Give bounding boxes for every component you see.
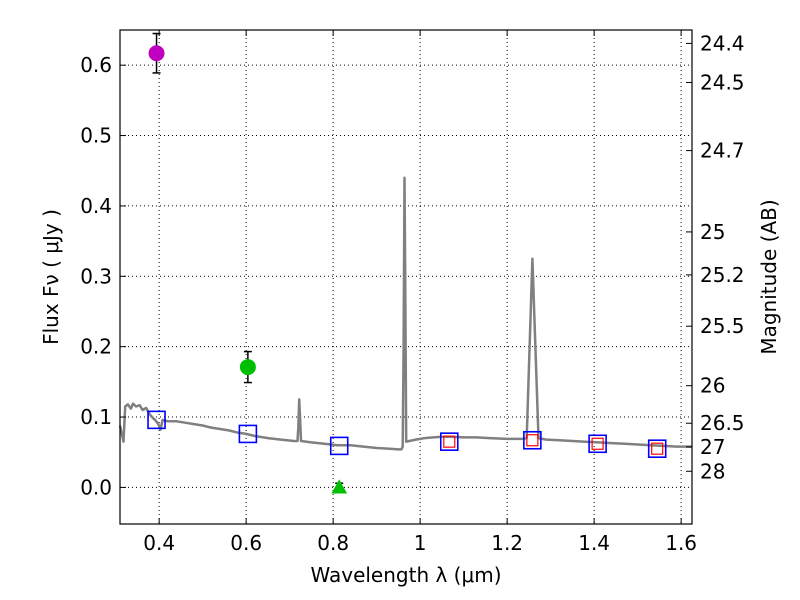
- y2-tick-label: 24.7: [700, 139, 745, 163]
- model-photometry-group: [147, 410, 667, 459]
- y-tick-label: 0.5: [80, 124, 112, 148]
- y2-tick-label: 24.5: [700, 70, 745, 94]
- model-photometry-inner-box: [651, 442, 664, 455]
- model-photometry-inner-box: [443, 435, 456, 448]
- model-spectrum-group: [118, 176, 692, 451]
- axis-ticks: 0.4 0.6 0.8 1 1.2 1.4 1.6 0.0 0.1 0.2 0.3 0.4 0.5 0.6…: [80, 30, 745, 555]
- y2-tick-label: 25.2: [700, 263, 745, 287]
- model-photometry-box: [329, 436, 349, 456]
- grid-lines: [120, 30, 692, 524]
- plot-frame: [119, 29, 693, 525]
- x-tick-label: 1.2: [491, 531, 523, 555]
- model-photometry-box: [647, 439, 667, 459]
- x-tick-label: 1: [414, 531, 427, 555]
- y2-tick-label: 28: [700, 459, 725, 483]
- model-photometry-inner-box: [591, 437, 604, 450]
- model-photometry-box: [439, 432, 459, 451]
- y2-tick-label: 26: [700, 374, 725, 398]
- x-axis-label: Wavelength λ (μm): [310, 563, 501, 587]
- y-tick-label: 0.4: [80, 194, 112, 218]
- green-detection-marker: [239, 359, 256, 376]
- y-tick-label: 0.2: [80, 335, 112, 359]
- upper-limit-marker: [331, 479, 348, 494]
- x-tick-label: 1.4: [578, 531, 610, 555]
- model-photometry-box: [238, 424, 258, 444]
- model-photometry-box: [588, 434, 607, 454]
- violet-detection-marker: [148, 45, 165, 62]
- y2-tick-label: 26.5: [700, 411, 745, 435]
- y-axis-label: Flux Fν ( μJy ): [39, 209, 63, 345]
- model-photometry-inner-box: [526, 434, 539, 447]
- x-tick-label: 1.6: [665, 531, 697, 555]
- y2-tick-label: 27: [700, 435, 725, 459]
- x-tick-label: 0.8: [317, 531, 349, 555]
- observed-points-group: [148, 32, 348, 494]
- y-tick-label: 0.6: [80, 53, 112, 77]
- x-tick-label: 0.4: [143, 531, 175, 555]
- y2-axis-label: Magnitude (AB): [757, 199, 781, 354]
- y2-tick-label: 24.4: [700, 31, 745, 55]
- y2-tick-label: 25: [700, 220, 725, 244]
- model-photometry-box: [523, 430, 542, 450]
- y-tick-label: 0.0: [80, 475, 112, 499]
- model-photometry-box: [147, 410, 166, 430]
- y-tick-label: 0.1: [80, 405, 112, 429]
- y2-tick-label: 25.5: [700, 314, 745, 338]
- y-tick-label: 0.3: [80, 264, 112, 288]
- model-spectrum-line: [118, 176, 692, 451]
- x-tick-label: 0.6: [230, 531, 262, 555]
